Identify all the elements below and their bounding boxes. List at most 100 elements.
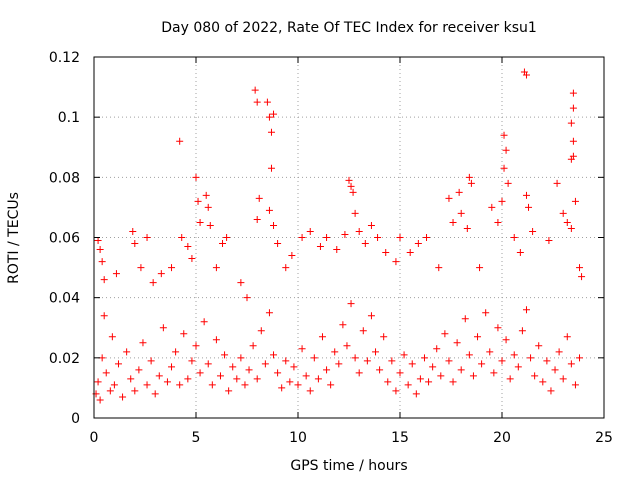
data-point — [535, 342, 543, 350]
data-point — [241, 381, 249, 389]
data-point — [474, 333, 482, 341]
y-tick-label: 0.04 — [49, 291, 80, 307]
data-point — [341, 230, 349, 238]
data-point — [476, 264, 484, 272]
chart-title: Day 080 of 2022, Rate Of TEC Index for r… — [161, 20, 537, 36]
data-point — [265, 113, 273, 121]
data-point — [131, 240, 139, 248]
data-point — [139, 339, 147, 347]
data-point — [274, 369, 282, 377]
data-point — [98, 258, 106, 266]
x-tick-label: 10 — [289, 430, 307, 446]
data-point — [286, 378, 294, 386]
data-point — [435, 264, 443, 272]
data-point — [202, 191, 210, 199]
data-point — [168, 264, 176, 272]
data-point — [192, 342, 200, 350]
data-point — [488, 203, 496, 211]
data-point — [367, 312, 375, 320]
data-point — [196, 218, 204, 226]
data-point — [351, 354, 359, 362]
data-point — [229, 363, 237, 371]
data-point — [131, 387, 139, 395]
data-point — [96, 246, 104, 254]
y-tick-labels: 0 0.02 0.04 0.06 0.08 0.1 0.12 — [49, 50, 80, 427]
data-point — [204, 203, 212, 211]
data-point — [539, 378, 547, 386]
data-point — [253, 215, 261, 223]
data-points — [92, 68, 586, 404]
data-point — [102, 369, 110, 377]
data-point — [425, 378, 433, 386]
data-point — [449, 378, 457, 386]
data-point — [522, 71, 530, 79]
data-point — [278, 384, 286, 392]
data-point — [531, 372, 539, 380]
data-point — [559, 209, 567, 217]
data-point — [253, 375, 261, 383]
data-point — [423, 234, 431, 241]
data-point — [578, 273, 586, 281]
data-point — [420, 354, 428, 362]
data-point — [159, 324, 167, 332]
data-point — [498, 357, 506, 365]
data-point — [494, 218, 502, 226]
data-point — [376, 366, 384, 374]
data-point — [527, 354, 535, 362]
data-point — [522, 306, 530, 314]
x-tick-label: 25 — [595, 430, 613, 446]
y-tick-label: 0.06 — [49, 231, 80, 247]
data-point — [274, 240, 282, 248]
data-point — [555, 348, 563, 356]
data-point — [200, 318, 208, 326]
x-axis-label: GPS time / hours — [290, 458, 407, 474]
data-point — [525, 203, 533, 211]
data-point — [406, 249, 414, 257]
data-point — [249, 342, 257, 350]
data-point — [576, 354, 584, 362]
data-point — [282, 264, 290, 272]
data-point — [168, 363, 176, 371]
data-point — [310, 354, 318, 362]
data-point — [437, 372, 445, 380]
data-point — [486, 348, 494, 356]
data-point — [151, 390, 159, 398]
data-point — [543, 357, 551, 365]
data-point — [453, 339, 461, 347]
data-point — [465, 351, 473, 359]
y-tick-label: 0 — [71, 411, 80, 427]
data-point — [316, 243, 324, 251]
data-point — [288, 252, 296, 260]
data-point — [176, 137, 184, 145]
data-point — [290, 363, 298, 371]
data-point — [298, 345, 306, 353]
data-point — [314, 375, 322, 383]
data-point — [500, 164, 508, 172]
data-point — [119, 393, 127, 401]
data-point — [504, 179, 512, 187]
data-point — [445, 357, 453, 365]
y-tick-label: 0.02 — [49, 351, 80, 367]
data-point — [465, 173, 473, 181]
data-point — [392, 258, 400, 266]
data-point — [553, 179, 561, 187]
data-point — [255, 194, 263, 202]
data-point — [429, 363, 437, 371]
data-point — [192, 173, 200, 181]
data-point — [355, 227, 363, 235]
data-point — [94, 378, 102, 386]
data-point — [433, 345, 441, 353]
data-point — [129, 227, 137, 235]
data-point — [384, 378, 392, 386]
data-point — [110, 381, 118, 389]
data-point — [265, 309, 273, 317]
data-point — [106, 387, 114, 395]
data-point — [522, 191, 530, 199]
data-point — [208, 381, 216, 389]
y-tick-label: 0.1 — [58, 110, 80, 126]
data-point — [221, 351, 229, 359]
x-tick-label: 5 — [192, 430, 201, 446]
data-point — [333, 246, 341, 254]
y-tick-label: 0.12 — [49, 50, 80, 66]
data-point — [343, 342, 351, 350]
